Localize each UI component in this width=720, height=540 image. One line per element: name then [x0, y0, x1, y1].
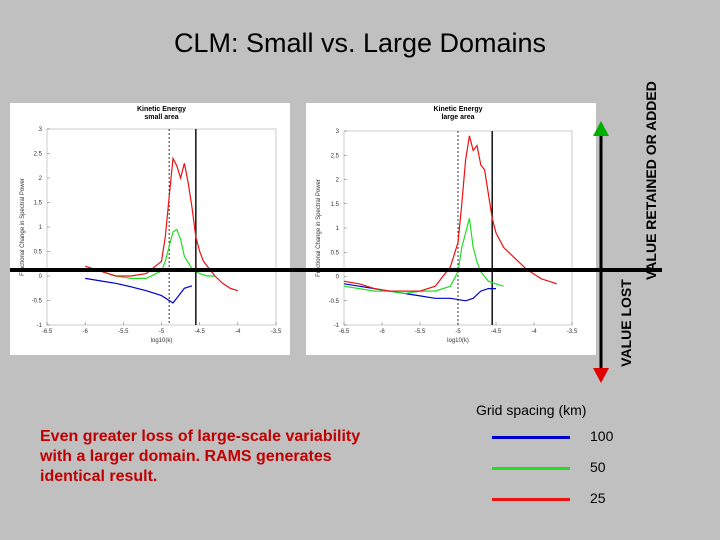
x-tick-label: -5.5 — [118, 329, 129, 335]
x-tick-label: -5 — [159, 329, 165, 335]
series-line-50km — [343, 218, 504, 295]
y-tick-label: 3 — [39, 127, 43, 133]
y-tick-label: 1.5 — [331, 202, 340, 208]
y-tick-label: 0 — [336, 275, 340, 281]
value-retained-label: VALUE RETAINED OR ADDED — [643, 81, 659, 280]
y-tick-label: 1 — [336, 226, 340, 232]
legend-label: 50 — [590, 459, 606, 475]
chart-title: large area — [441, 114, 474, 121]
y-tick-label: 0.5 — [331, 250, 340, 256]
x-tick-label: -6 — [379, 329, 385, 335]
y-axis-label: Fractional Change in Spectral Power — [316, 179, 322, 277]
x-tick-label: -6.5 — [42, 329, 53, 335]
slide-title: CLM: Small vs. Large Domains — [173, 28, 547, 58]
value-lost-label: VALUE LOST — [618, 279, 634, 367]
legend-swatch — [492, 467, 570, 470]
y-axis-label: Fractional Change in Spectral Power — [20, 178, 26, 276]
legend-label: 25 — [590, 490, 606, 506]
chart-title: Kinetic Energy — [433, 106, 482, 113]
series-line-100km — [85, 277, 193, 304]
x-axis-label: log10(k) — [447, 338, 469, 344]
x-axis-label: log10(k) — [151, 338, 173, 344]
x-tick-label: -4.5 — [491, 329, 502, 335]
y-tick-label: -0.5 — [329, 299, 340, 305]
x-tick-label: -4 — [531, 329, 537, 335]
arrow-down-icon — [593, 368, 609, 383]
legend-swatch — [492, 498, 570, 501]
chart-title: Kinetic Energy — [137, 106, 186, 113]
x-tick-label: -4 — [235, 329, 241, 335]
x-tick-label: -4.5 — [194, 329, 205, 335]
y-tick-label: 2.5 — [331, 153, 340, 159]
y-tick-label: 3 — [336, 129, 340, 135]
x-tick-label: -6 — [82, 329, 88, 335]
x-tick-label: -5 — [455, 329, 461, 335]
y-tick-label: 1.5 — [34, 201, 43, 207]
y-tick-label: -1 — [37, 323, 43, 329]
summary-note: Even greater loss of large-scale variabi… — [40, 428, 361, 485]
y-tick-label: 1 — [39, 225, 43, 231]
legend-label: 100 — [590, 428, 614, 444]
y-tick-label: 0.5 — [34, 250, 43, 256]
x-tick-label: -3.5 — [567, 329, 578, 335]
y-tick-label: -0.5 — [32, 299, 43, 305]
chart-panel-large-area: Kinetic Energy large area -1 -0.5 0 0.5 1 1.5 2 2… — [306, 103, 596, 355]
x-tick-label: -3.5 — [271, 329, 282, 335]
chart-title: small area — [144, 114, 178, 121]
legend-swatch — [492, 436, 570, 439]
legend-item-50: 50 — [492, 459, 632, 479]
y-tick-label: 0 — [39, 274, 43, 280]
legend-item-100: 100 — [492, 428, 632, 448]
series-line-25km — [343, 135, 557, 292]
legend-title: Grid spacing (km) — [476, 402, 587, 418]
legend-item-25: 25 — [492, 490, 632, 510]
y-tick-label: 2 — [336, 178, 340, 184]
x-tick-label: -5.5 — [415, 329, 426, 335]
y-tick-label: -1 — [334, 323, 340, 329]
y-tick-label: 2 — [39, 176, 43, 182]
y-tick-label: 2.5 — [34, 152, 43, 158]
chart-panel-small-area: Kinetic Energy small area -1 -0.5 0 0.5 1 1.5 2 2… — [10, 103, 290, 355]
x-tick-label: -6.5 — [339, 329, 350, 335]
